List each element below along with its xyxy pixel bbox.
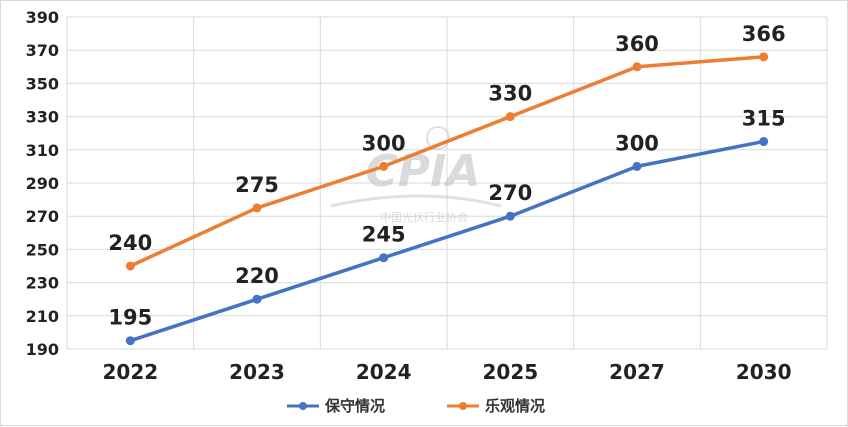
watermark-swoosh-icon [330, 194, 502, 208]
data-label: 300 [615, 131, 659, 155]
data-label: 366 [742, 22, 786, 46]
data-labels: 195 220 245 270 300 315 240 275 300 330 360 366 [108, 22, 785, 330]
legend-marker-2 [459, 402, 467, 410]
y-axis-ticks: 190 210 230 250 270 290 310 330 350 370 390 [26, 8, 59, 359]
x-axis-ticks: 2022 2023 2024 2025 2027 2030 [102, 360, 791, 384]
y-tick-label: 310 [26, 141, 59, 160]
data-point [379, 253, 389, 263]
data-point [505, 211, 515, 221]
y-tick-label: 210 [26, 307, 59, 326]
watermark-text: 中国光伏行业协会 [380, 210, 468, 224]
y-tick-label: 350 [26, 74, 59, 93]
series-line-1 [129, 139, 765, 343]
legend-label-1: 保守情况 [324, 397, 385, 415]
legend-label-2: 乐观情况 [485, 397, 545, 415]
data-point [759, 52, 769, 62]
y-tick-label: 290 [26, 174, 59, 193]
watermark-sun-icon [426, 126, 450, 150]
series-line-2 [129, 55, 764, 268]
data-label: 330 [488, 82, 532, 106]
y-tick-label: 330 [26, 108, 59, 127]
data-point [505, 112, 515, 122]
x-tick-label: 2023 [229, 360, 285, 384]
x-tick-label: 2022 [102, 360, 158, 384]
data-point [759, 137, 769, 146]
y-tick-label: 270 [26, 207, 59, 226]
watermark-logo: CPIA [366, 146, 481, 197]
y-tick-label: 230 [26, 274, 59, 293]
x-tick-label: 2025 [482, 360, 538, 384]
data-label: 245 [362, 223, 406, 247]
data-label: 315 [742, 107, 786, 131]
data-point [125, 336, 135, 346]
data-label: 300 [362, 131, 406, 155]
data-label: 240 [108, 231, 152, 255]
cpia-watermark: CPIA 中国光伏行业协会 [330, 126, 502, 224]
x-tick-label: 2027 [609, 360, 665, 384]
data-label: 275 [235, 173, 279, 197]
grid [66, 16, 828, 350]
data-label: 270 [488, 181, 532, 205]
data-point [252, 203, 262, 213]
data-label: 220 [235, 264, 279, 288]
data-point [252, 294, 262, 304]
y-tick-label: 190 [26, 340, 59, 359]
y-tick-label: 390 [26, 8, 59, 27]
legend: 保守情况 乐观情况 [287, 397, 545, 415]
legend-marker-1 [299, 402, 307, 410]
y-tick-label: 370 [26, 41, 59, 60]
data-point [632, 161, 642, 171]
x-tick-label: 2024 [356, 360, 412, 384]
x-tick-label: 2030 [736, 360, 792, 384]
data-label: 360 [615, 32, 659, 56]
data-label: 195 [108, 306, 152, 330]
data-point [632, 62, 642, 72]
data-point [379, 161, 389, 171]
y-tick-label: 250 [26, 240, 59, 259]
series-layer [125, 52, 769, 346]
data-point [125, 261, 135, 271]
